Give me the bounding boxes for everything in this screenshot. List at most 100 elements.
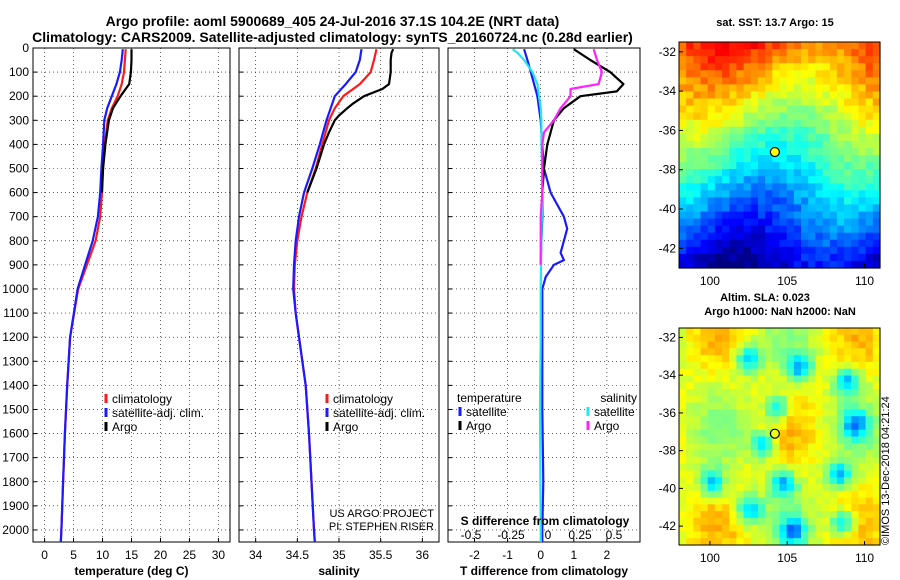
map-cell [686,218,694,227]
map-cell [686,348,694,356]
map-cell [851,232,860,241]
map-cell [750,328,759,336]
map-cell [693,361,702,370]
map-cell [829,341,838,349]
map-cell [793,84,802,93]
map-cell [758,225,766,234]
map-cell [836,42,845,50]
map-cell [844,133,852,142]
map-cell [758,429,766,438]
map-cell [772,389,781,397]
map-cell [801,56,809,64]
map-cell [700,375,709,383]
map-cell [858,395,867,404]
map-cell [772,98,781,107]
map-cell [786,436,795,444]
map-cell [786,524,795,533]
map-cell [836,443,845,451]
map-cell [858,470,867,478]
map-cell [700,538,709,546]
map-cell [779,436,788,444]
map-cell [707,538,716,546]
map-cell [758,239,766,248]
map-cell [693,232,702,241]
map-cell [836,140,845,149]
map-cell [851,422,860,431]
map-cell [808,119,816,128]
map-cell [872,169,881,177]
map-cell [801,126,809,135]
map-cell [786,511,795,519]
map-cell [686,504,694,512]
map-cell [686,147,694,156]
map-cell [758,341,766,349]
map-cell [786,169,795,177]
map-cell [750,511,759,519]
map-cell [743,112,752,121]
map-lon-label: 100 [700,274,720,288]
map-cell [844,84,852,93]
series-line-difference-t-satellite [523,48,569,542]
map-cell [844,328,852,336]
map-cell [772,484,781,492]
map-cell [858,497,867,505]
map-cell [851,105,860,114]
map-cell [686,197,694,206]
map-cell [693,341,702,349]
map-cell [772,112,781,121]
map-cell [786,190,795,198]
map-cell [815,443,824,451]
map-cell [736,504,745,512]
map-cell [786,197,795,206]
map-cell [707,443,716,451]
map-cell [700,355,709,363]
map-cell [801,416,809,424]
map-cell [693,524,702,533]
map-cell [758,63,766,71]
map-cell [707,389,716,397]
map-cell [765,409,773,417]
map-cell [679,531,687,539]
map-cell [808,169,816,177]
map-cell [679,105,687,114]
map-cell [786,490,795,499]
map-cell [700,63,709,71]
map-cell [772,375,781,383]
map-cell [765,361,773,370]
map-cell [815,239,824,248]
map-cell [851,416,860,424]
map-cell [772,225,781,234]
map-cell [793,328,802,336]
map-cell [808,361,816,370]
map-cell [679,368,687,377]
map-cell [700,91,709,100]
map-cell [786,470,795,478]
map-cell [872,504,881,512]
map-cell [858,225,867,234]
map-cell [700,368,709,377]
map-cell [743,517,752,526]
x-tick-label: 20 [154,548,168,562]
map-cell [836,70,845,78]
map-cell [693,402,702,410]
map-cell [786,183,795,191]
map-cell [765,382,773,390]
map-cell [758,409,766,417]
map-cell [772,422,781,431]
map-cell [858,56,867,64]
map-cell [714,190,723,198]
map-cell [765,56,773,64]
map-cell [836,517,845,526]
map-cell [865,490,874,499]
map-cell [844,456,852,465]
map-cell [758,497,766,505]
map-cell [743,524,752,533]
map-cell [686,409,694,417]
map-cell [851,112,860,121]
map-cell [779,260,788,269]
map-cell [707,119,716,128]
map-cell [872,162,881,170]
map-cell [700,169,709,177]
map-cell [865,497,874,505]
